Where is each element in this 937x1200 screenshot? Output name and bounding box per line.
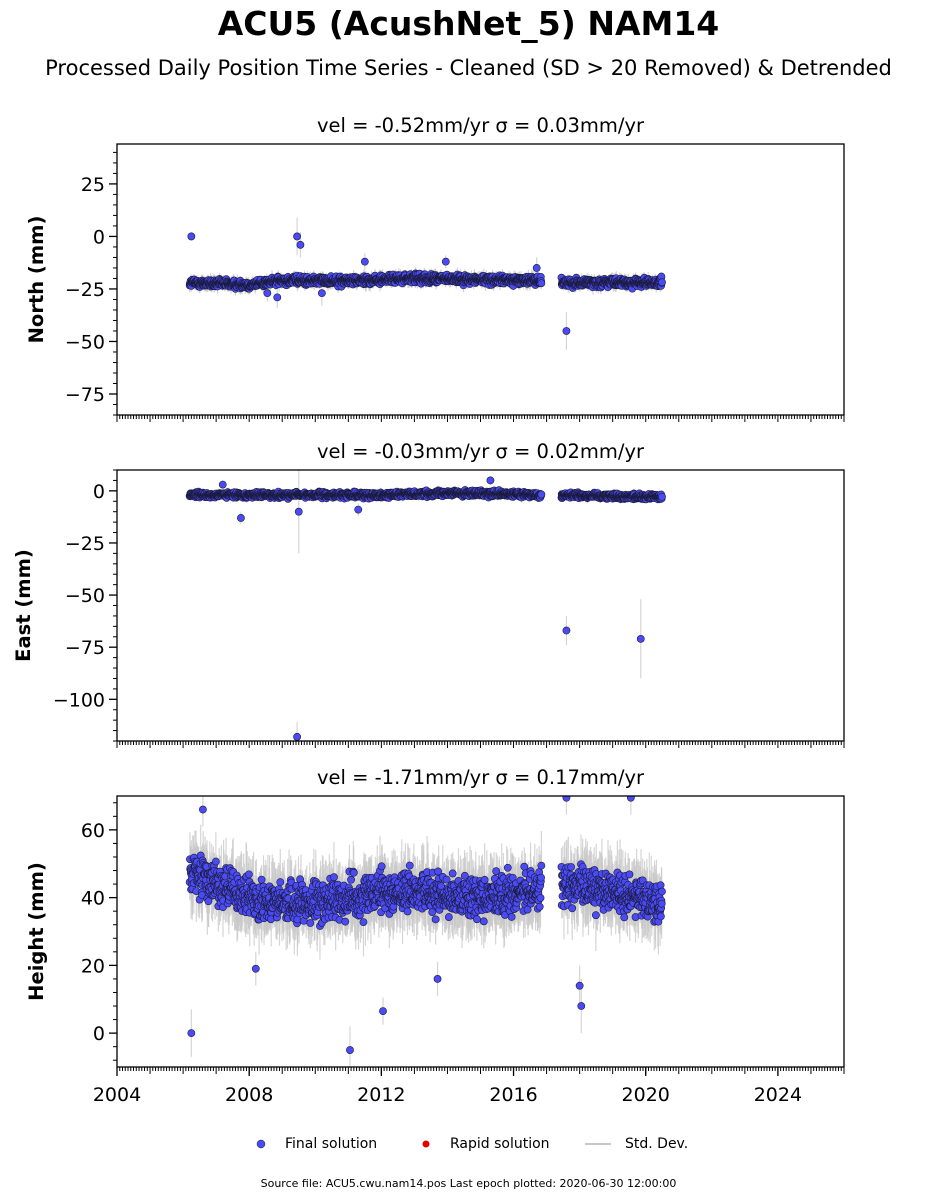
plot-area (185, 217, 666, 350)
y-tick-label: 0 (93, 226, 105, 248)
data-point (317, 289, 326, 298)
y-tick-label: −25 (65, 279, 105, 301)
figure-subtitle: Processed Daily Position Time Series - C… (45, 56, 892, 80)
data-point (658, 278, 666, 287)
data-point (263, 289, 272, 298)
data-point (562, 327, 571, 335)
data-point (360, 257, 369, 266)
data-point (441, 257, 450, 266)
data-point (187, 232, 196, 241)
y-tick-label: −75 (65, 384, 105, 406)
data-point (293, 232, 301, 241)
std-dev-bars (189, 470, 663, 741)
y-tick-label: 25 (81, 174, 105, 196)
data-point (537, 279, 546, 288)
y-axis-label: North (mm) (25, 216, 48, 344)
data-points (185, 232, 666, 335)
data-point (273, 293, 282, 302)
figure-title: ACU5 (AcushNet_5) NAM14 (217, 4, 720, 43)
data-point (532, 264, 541, 272)
y-tick-label: −50 (65, 331, 105, 353)
panel-title: vel = -0.52mm/yr σ = 0.03mm/yr (317, 114, 645, 137)
plot-area (185, 470, 666, 741)
data-point (296, 240, 305, 249)
panel-1: 25 0 −25 −50 −75 vel = -0.52mm/yr σ = 0.03mm/… (25, 114, 845, 422)
